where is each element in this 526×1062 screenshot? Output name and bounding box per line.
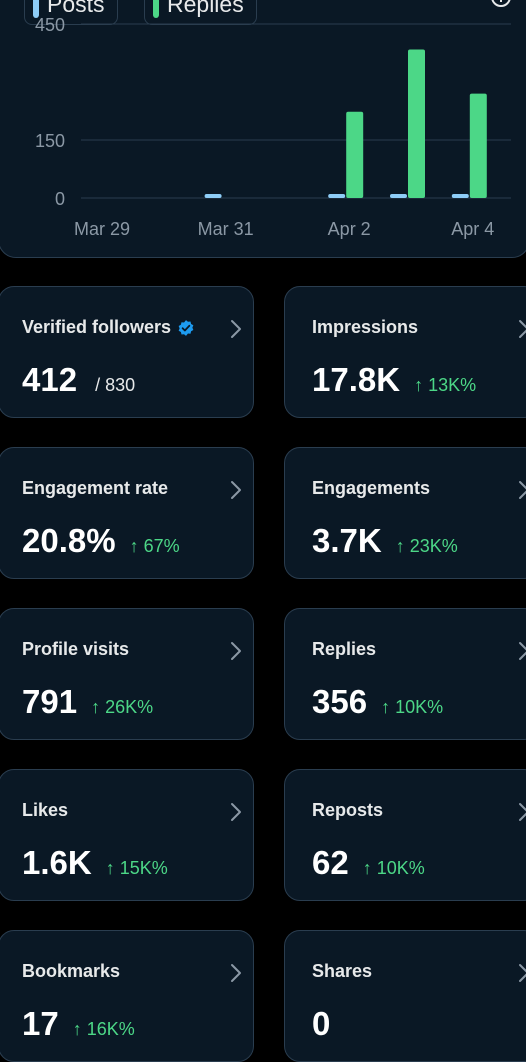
y-tick-label: 150 (35, 131, 65, 151)
chart-card: Posts Replies 0 150 450 Mar 29 Mar 31 Apr 2 Ap… (0, 0, 526, 258)
stat-title-text: Shares (312, 961, 373, 981)
stat-card-engagement-rate[interactable]: Engagement rate 20.8% ↑ 67% (0, 447, 254, 579)
legend-replies-label: Replies (167, 0, 244, 17)
stat-change: ↑ 13K% (414, 375, 477, 395)
replies-bar[interactable] (346, 111, 364, 198)
stat-value-row: 0 (312, 1005, 330, 1043)
stat-change: ↑ 15K% (105, 858, 168, 878)
stat-value-row: 1.6K ↑ 15K% (22, 844, 168, 882)
posts-bar[interactable] (390, 194, 407, 198)
verified-badge-icon (178, 319, 194, 336)
chevron-right-icon[interactable] (517, 319, 526, 339)
chevron-right-icon[interactable] (517, 480, 526, 500)
stat-card-replies[interactable]: Replies 356 ↑ 10K% (284, 608, 526, 740)
stat-title-text: Engagement rate (22, 478, 169, 498)
stat-card-verified-followers[interactable]: Verified followers 412 / 830 (0, 286, 254, 418)
stat-card-profile-visits[interactable]: Profile visits 791 ↑ 26K% (0, 608, 254, 740)
stat-title: Reposts (312, 800, 383, 821)
x-tick-label: Apr 2 (328, 219, 371, 239)
stat-change: ↑ 10K% (381, 697, 444, 717)
stat-title: Engagements (312, 478, 430, 499)
stat-value-row: 791 ↑ 26K% (22, 683, 153, 721)
stat-change: ↑ 26K% (91, 697, 154, 717)
x-tick-label: Apr 4 (451, 219, 494, 239)
stat-title: Bookmarks (22, 961, 120, 982)
chevron-right-icon[interactable] (229, 641, 243, 661)
stat-value-row: 3.7K ↑ 23K% (312, 522, 458, 560)
stat-value: 3.7K (312, 522, 382, 559)
stat-title: Profile visits (22, 639, 129, 660)
stat-title: Shares (312, 961, 372, 982)
y-tick-label: 0 (55, 189, 65, 209)
stat-value: 0 (312, 1005, 331, 1042)
posts-bar[interactable] (328, 194, 346, 198)
stat-value: 791 (22, 683, 78, 720)
chevron-right-icon[interactable] (229, 319, 243, 339)
posts-bar[interactable] (204, 194, 222, 198)
posts-bar[interactable] (451, 194, 469, 198)
chevron-right-icon[interactable] (229, 963, 243, 983)
stat-value: 17 (22, 1005, 59, 1042)
stat-value-row: 20.8% ↑ 67% (22, 522, 180, 560)
stat-change: ↑ 10K% (362, 858, 425, 878)
stat-value-row: 17 ↑ 16K% (22, 1005, 135, 1043)
stat-card-impressions[interactable]: Impressions 17.8K ↑ 13K% (284, 286, 526, 418)
chevron-right-icon[interactable] (517, 963, 526, 983)
stat-value: 356 (312, 683, 368, 720)
stat-title-text: Likes (22, 800, 69, 820)
stat-title: Likes (22, 800, 68, 821)
stat-title-text: Engagements (312, 478, 431, 498)
replies-bar[interactable] (408, 49, 425, 199)
stat-title-text: Verified followers (22, 317, 172, 337)
stat-card-likes[interactable]: Likes 1.6K ↑ 15K% (0, 769, 254, 901)
stat-card-bookmarks[interactable]: Bookmarks 17 ↑ 16K% (0, 930, 254, 1062)
stat-value: 1.6K (22, 844, 92, 881)
stat-change: ↑ 23K% (395, 536, 458, 556)
posts-swatch (33, 0, 39, 18)
y-tick-label: 450 (35, 15, 65, 35)
stat-card-engagements[interactable]: Engagements 3.7K ↑ 23K% (284, 447, 526, 579)
stat-value-row: 62 ↑ 10K% (312, 844, 425, 882)
stat-title: Impressions (312, 317, 418, 338)
stat-change: ↑ 16K% (72, 1019, 135, 1039)
activity-chart: 0 150 450 Mar 29 Mar 31 Apr 2 Apr 4 (35, 15, 511, 239)
x-tick-label: Mar 29 (74, 219, 130, 239)
stat-title-text: Replies (312, 639, 377, 659)
stat-total: / 830 (95, 375, 136, 395)
x-tick-label: Mar 31 (198, 219, 254, 239)
legend-posts-toggle[interactable]: Posts (24, 0, 118, 25)
legend-posts-label: Posts (47, 0, 105, 17)
stat-title-text: Bookmarks (22, 961, 121, 981)
stat-card-reposts[interactable]: Reposts 62 ↑ 10K% (284, 769, 526, 901)
stat-value-row: 17.8K ↑ 13K% (312, 361, 476, 399)
stat-title: Engagement rate (22, 478, 168, 499)
chevron-right-icon[interactable] (517, 802, 526, 822)
stat-title-text: Profile visits (22, 639, 130, 659)
stat-value: 412 (22, 361, 78, 398)
chevron-right-icon[interactable] (229, 802, 243, 822)
stat-value-row: 412 / 830 (22, 361, 135, 399)
stat-value: 62 (312, 844, 349, 881)
chevron-right-icon[interactable] (517, 641, 526, 661)
stat-change: ↑ 67% (129, 536, 180, 556)
stat-card-shares[interactable]: Shares 0 (284, 930, 526, 1062)
info-icon[interactable] (489, 0, 513, 9)
stat-value: 20.8% (22, 522, 116, 559)
stat-title-text: Reposts (312, 800, 384, 820)
stat-value-row: 356 ↑ 10K% (312, 683, 443, 721)
chevron-right-icon[interactable] (229, 480, 243, 500)
stat-title: Verified followers (22, 317, 195, 338)
replies-bar[interactable] (469, 93, 487, 198)
replies-swatch (153, 0, 159, 18)
stat-title: Replies (312, 639, 376, 660)
stat-title-text: Impressions (312, 317, 419, 337)
stat-value: 17.8K (312, 361, 401, 398)
